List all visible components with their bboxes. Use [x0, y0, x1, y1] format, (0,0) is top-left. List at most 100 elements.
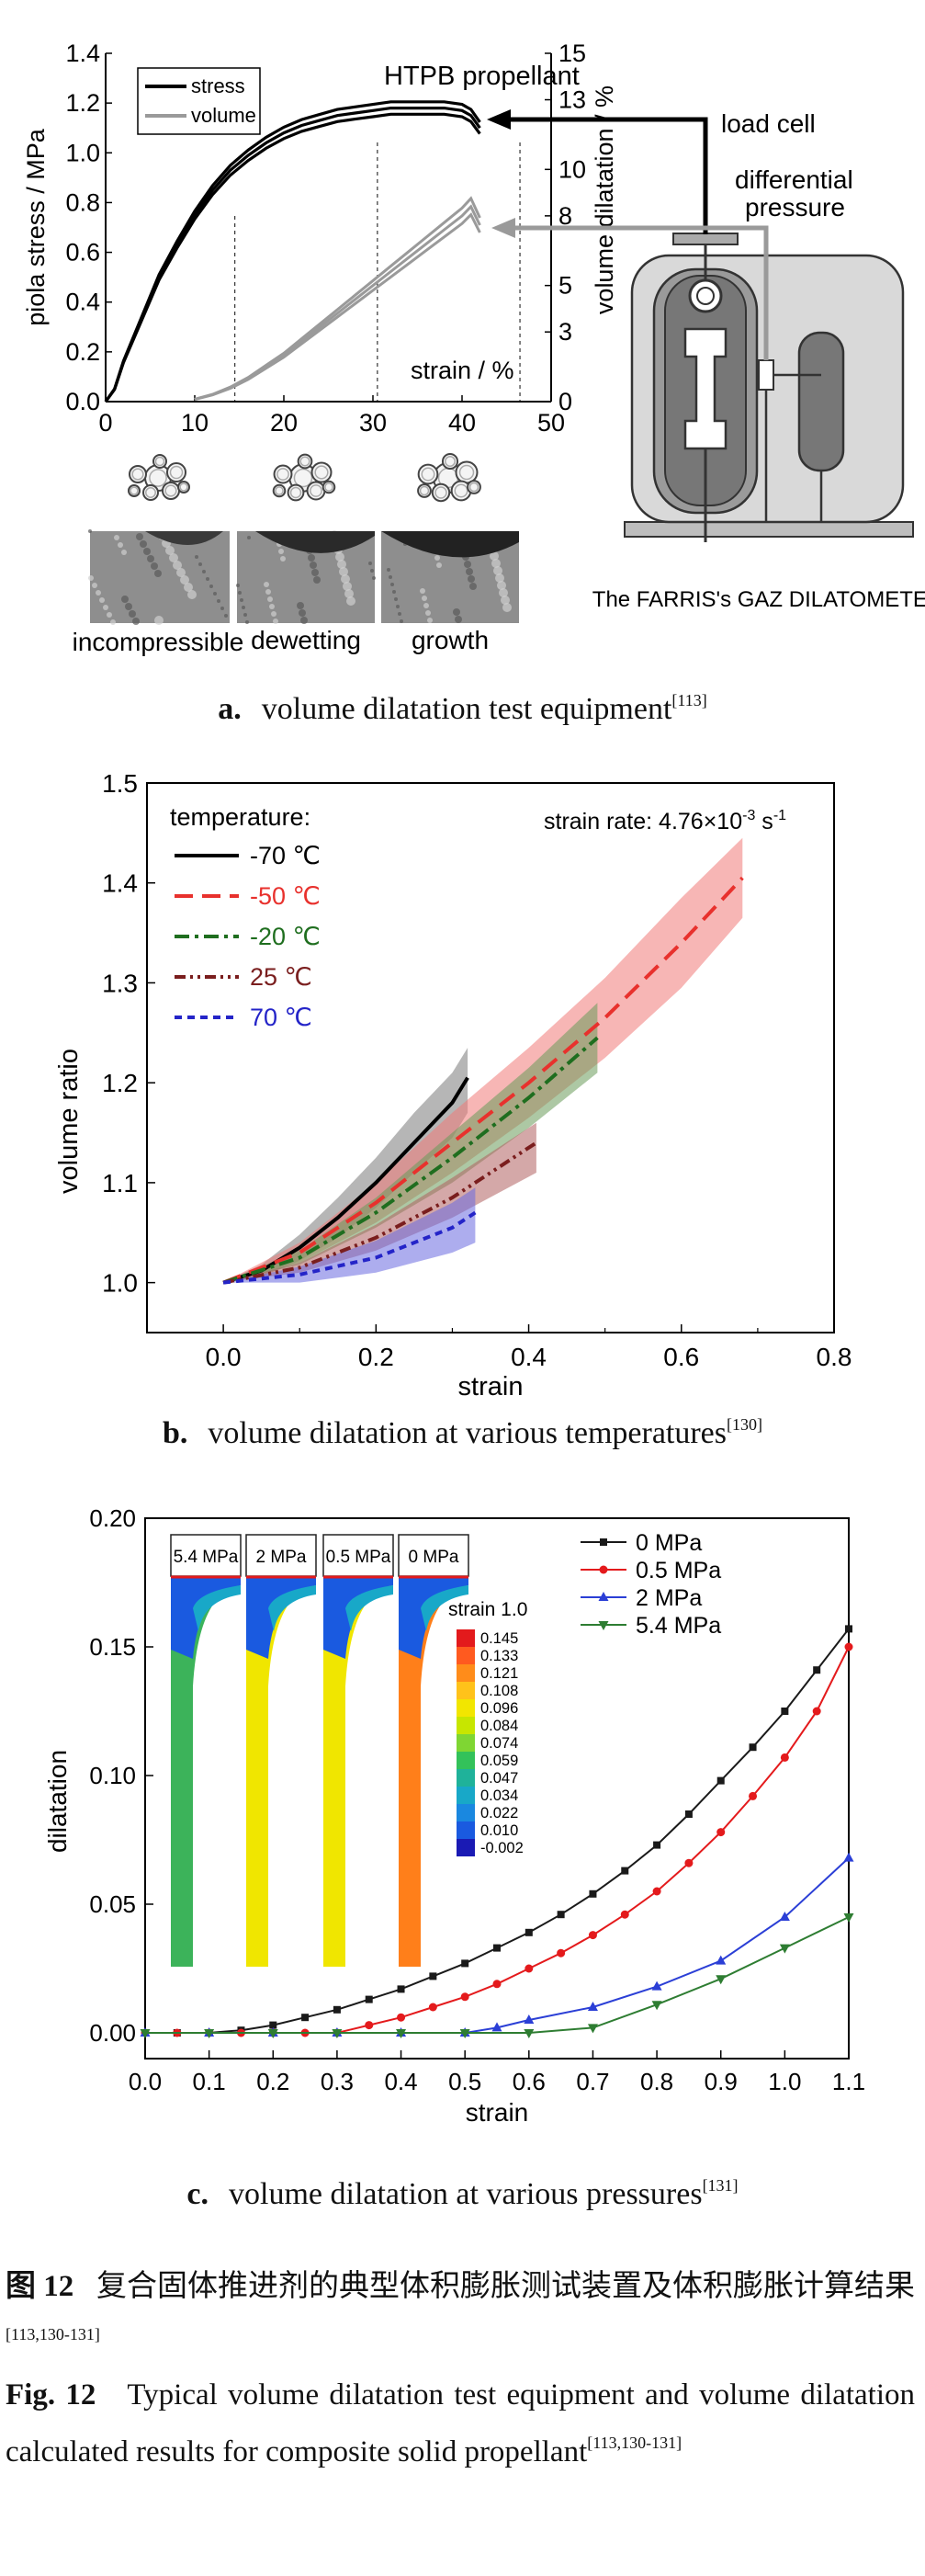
particle-inner — [468, 482, 479, 493]
micrograph-speck — [129, 610, 136, 618]
colorbar-label: 0.010 — [480, 1822, 518, 1839]
legend-label-2: -50 ℃ — [250, 882, 321, 910]
micrograph-speck — [387, 568, 390, 572]
inset-contour-body — [171, 1576, 241, 1967]
data-point — [652, 1887, 661, 1896]
dilatometer-diagram — [487, 109, 914, 542]
micrograph-speck — [392, 590, 396, 594]
figure-text-en: Typical volume dilatation test equipment… — [6, 2378, 916, 2468]
y-tick-label-left: 0.0 — [65, 388, 100, 415]
y-tick-label: 1.0 — [102, 1269, 138, 1298]
micrograph-speck — [236, 584, 240, 587]
micrograph-speck — [103, 605, 108, 610]
data-point — [780, 1753, 789, 1762]
y-axis-label: volume ratio — [54, 1049, 84, 1194]
micrograph-speck — [427, 618, 433, 623]
panel-a-letter: a. — [218, 692, 242, 726]
data-point — [461, 1959, 469, 1968]
colorbar-swatch — [457, 1629, 475, 1647]
micrograph-speck — [121, 596, 129, 603]
micrograph-speck — [247, 536, 251, 539]
micrograph-speck — [344, 589, 354, 598]
micrograph-speck — [136, 533, 143, 540]
figure-label-en: Fig. 12 — [6, 2378, 96, 2411]
colorbar-label: 0.108 — [480, 1683, 518, 1699]
data-point — [333, 2005, 341, 2014]
x-tick-label: 10 — [181, 409, 209, 437]
legend-label-3: -20 ℃ — [250, 923, 321, 950]
colorbar-label: 0.059 — [480, 1753, 518, 1769]
micrograph-speck — [154, 616, 164, 625]
legend-label-1: 0 MPa — [636, 1530, 702, 1556]
micrograph-speck — [132, 618, 140, 625]
micrograph-speck — [242, 606, 245, 609]
x-tick-label: 0.3 — [321, 2068, 354, 2095]
particle-inner — [293, 468, 313, 488]
micrograph-speck — [337, 560, 346, 569]
inset-label: 5.4 MPa — [174, 1548, 239, 1567]
micrograph-speck — [140, 540, 147, 548]
data-point — [716, 1955, 727, 1965]
particle-sketch — [128, 454, 190, 501]
micrograph-speck — [490, 551, 499, 561]
particle-inner — [154, 456, 165, 467]
x-tick-label: 0.2 — [358, 1343, 394, 1371]
colorbar-swatch — [457, 1839, 475, 1856]
x-tick-label: 0.5 — [448, 2068, 481, 2095]
micrograph-speck — [396, 605, 400, 608]
data-point — [525, 1928, 533, 1936]
micrograph-speck — [346, 596, 355, 606]
inset-contour-fillet — [421, 1585, 468, 1631]
figure-text-cn: 复合固体推进剂的典型体积膨胀测试装置及体积膨胀计算结果 — [96, 2270, 915, 2303]
y-axis-label-right: volume dilatation / % — [591, 85, 618, 314]
y-tick-label-left: 0.4 — [65, 289, 100, 316]
figure-ref-en: [113,130-131] — [587, 2434, 682, 2452]
inset-contour-top — [323, 1576, 393, 1659]
chart-title: HTPB propellant — [384, 62, 580, 91]
data-point — [716, 1776, 725, 1785]
particle-inner — [145, 487, 156, 498]
legend-marker — [599, 1565, 608, 1574]
legend-label-1: -70 ℃ — [250, 842, 321, 869]
colorbar-swatch — [457, 1752, 475, 1769]
x-tick-label: 30 — [359, 409, 387, 437]
panel-a-caption: a. volume dilatation test equipment[113] — [0, 691, 925, 727]
data-point — [524, 2029, 535, 2038]
data-point — [589, 1889, 597, 1898]
colorbar-label: 0.145 — [480, 1630, 518, 1647]
y-tick-label: 0.05 — [89, 1890, 136, 1918]
pressure-arrowhead — [491, 218, 515, 238]
data-point — [267, 2029, 278, 2038]
micrograph-speck — [280, 556, 286, 562]
inset-contour-body — [246, 1576, 316, 1967]
colorbar-label: 0.034 — [480, 1787, 518, 1804]
particle-inner — [164, 484, 177, 497]
x-tick-label: 0.8 — [817, 1343, 852, 1371]
colorbar-label: 0.121 — [480, 1665, 518, 1682]
colorbar-swatch — [457, 1787, 475, 1804]
micrograph-speck — [180, 575, 189, 584]
series-line-4 — [145, 1916, 850, 2034]
y-tick-label: 1.1 — [102, 1169, 138, 1197]
micrograph-speck — [502, 603, 512, 612]
micrograph-speck — [453, 608, 460, 616]
inset-label: 2 MPa — [256, 1548, 307, 1567]
label-dilatometer: The FARRIS's GAZ DILATOMETER — [592, 587, 925, 612]
phase-label-growth: growth — [412, 626, 489, 654]
micrograph-speck — [455, 616, 462, 623]
micrograph-grain — [255, 531, 375, 553]
data-point — [587, 2024, 598, 2034]
particle-inner — [169, 465, 184, 480]
data-point — [621, 1867, 629, 1875]
micrograph-speck — [368, 562, 372, 565]
particle-sketch — [417, 452, 481, 503]
data-point — [429, 1972, 437, 1980]
data-point — [397, 2013, 406, 2022]
particle-inner — [324, 482, 333, 492]
micrograph-speck — [434, 555, 440, 561]
legend-marker — [600, 1538, 607, 1546]
data-point — [651, 2001, 662, 2011]
particle-inner — [179, 482, 188, 492]
micrograph-speck — [335, 552, 344, 562]
base-plate — [624, 521, 914, 538]
